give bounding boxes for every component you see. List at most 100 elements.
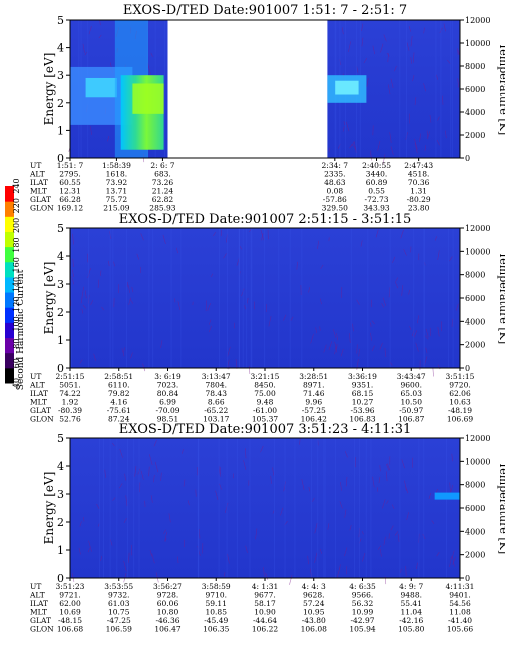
noise-mark — [457, 78, 459, 88]
noise-mark — [210, 273, 214, 278]
table-cell: -80.29 — [407, 195, 431, 204]
noise-mark — [394, 65, 397, 72]
noise-mark — [241, 288, 245, 297]
y-tick-label: 4 — [57, 460, 64, 473]
row-label: ILAT — [30, 599, 48, 608]
noise-mark — [353, 145, 357, 150]
noise-mark — [425, 328, 429, 338]
noise-mark — [207, 303, 212, 311]
colorbar-tick-label: 120 — [12, 297, 21, 312]
noise-mark — [372, 45, 376, 55]
table-cell: 3440. — [366, 170, 387, 179]
table-cell: 2795. — [59, 170, 80, 179]
colorbar-tick-label: 200 — [12, 218, 21, 233]
noise-mark — [224, 502, 229, 513]
table-cell: 1.31 — [410, 187, 427, 196]
table-cell: 0.08 — [326, 187, 343, 196]
table-cell: 7023. — [157, 381, 178, 390]
noise-mark — [389, 361, 393, 366]
table-cell: 13.71 — [106, 187, 127, 196]
noise-mark — [395, 282, 399, 289]
table-cell: 329.50 — [322, 204, 348, 213]
noise-mark — [436, 74, 438, 80]
table-cell: 106.87 — [398, 415, 424, 424]
noise-mark — [270, 475, 272, 484]
table-cell: 62.00 — [59, 599, 81, 608]
table-cell: 5051. — [59, 381, 80, 390]
noise-mark — [260, 445, 264, 453]
noise-mark — [349, 525, 352, 531]
table-cell: 9566. — [352, 591, 373, 600]
noise-mark — [107, 135, 110, 142]
y2-tick-label: 0 — [465, 154, 470, 163]
table-cell: 3:28:51 — [299, 372, 328, 381]
noise-mark — [244, 305, 246, 310]
table-cell: 65.03 — [401, 389, 423, 398]
table-cell: 0.55 — [368, 187, 385, 196]
noise-mark — [71, 269, 75, 278]
table-cell: 3:56:27 — [153, 582, 182, 591]
noise-mark — [265, 572, 269, 580]
noise-mark — [370, 152, 373, 161]
noise-mark — [419, 133, 421, 142]
table-cell: 106.69 — [447, 415, 473, 424]
noise-mark — [449, 256, 453, 262]
noise-mark — [98, 34, 102, 39]
row-label: GLAT — [30, 406, 51, 415]
colorbar-cell — [5, 261, 14, 278]
noise-mark — [124, 473, 126, 481]
table-cell: 79.82 — [108, 389, 130, 398]
y2-tick-label: 12000 — [465, 16, 490, 25]
noise-mark — [127, 284, 131, 293]
table-cell: 10.27 — [352, 398, 374, 407]
noise-mark — [155, 572, 159, 583]
y-tick-label: 5 — [57, 14, 64, 27]
noise-mark — [404, 480, 407, 491]
noise-mark — [84, 51, 87, 56]
noise-mark — [385, 463, 390, 471]
noise-mark — [323, 344, 327, 353]
row-label: ILAT — [30, 178, 48, 187]
noise-mark — [108, 260, 110, 267]
y2-tick-label: 6000 — [465, 85, 485, 94]
noise-mark — [90, 126, 92, 135]
noise-mark — [261, 233, 264, 241]
noise-mark — [359, 538, 362, 544]
noise-mark — [289, 575, 293, 585]
y2-tick-label: 0 — [465, 364, 470, 373]
noise-mark — [154, 461, 159, 473]
noise-mark — [123, 560, 127, 572]
table-cell: 2:47:43 — [404, 161, 433, 170]
noise-mark — [328, 341, 333, 351]
y2-tick-label: 8000 — [465, 271, 485, 280]
noise-mark — [87, 294, 90, 304]
noise-mark — [372, 476, 375, 488]
noise-mark — [227, 553, 230, 564]
noise-mark — [383, 34, 387, 42]
table-cell: 10.63 — [449, 398, 471, 407]
noise-mark — [227, 346, 231, 357]
table-cell: 62.82 — [152, 195, 174, 204]
y2-tick-label: 8000 — [465, 62, 485, 71]
noise-mark — [268, 315, 272, 327]
noise-mark — [415, 342, 419, 352]
noise-mark — [377, 545, 382, 550]
table-cell: 9.48 — [257, 398, 274, 407]
noise-mark — [426, 130, 429, 140]
noise-mark — [301, 479, 305, 491]
noise-mark — [377, 141, 381, 151]
y2-tick-label: 10000 — [465, 247, 490, 256]
noise-mark — [414, 97, 417, 106]
y2-axis: 0 2000 4000 6000 8000 10000 12000 Temperature [… — [460, 224, 505, 373]
colorbar-cell — [5, 337, 14, 354]
noise-mark — [136, 253, 140, 260]
noise-mark — [223, 253, 227, 259]
noise-mark — [425, 335, 429, 340]
noise-mark — [80, 297, 83, 304]
y2-axis: 0 2000 4000 6000 8000 10000 12000 Temperature [… — [460, 434, 505, 583]
noise-mark — [423, 27, 425, 34]
y2-tick-label: 4000 — [465, 527, 485, 536]
noise-mark — [334, 345, 337, 355]
y-axis: 0 1 2 3 4 5 Energy [eV] — [42, 432, 70, 585]
noise-mark — [345, 476, 348, 487]
